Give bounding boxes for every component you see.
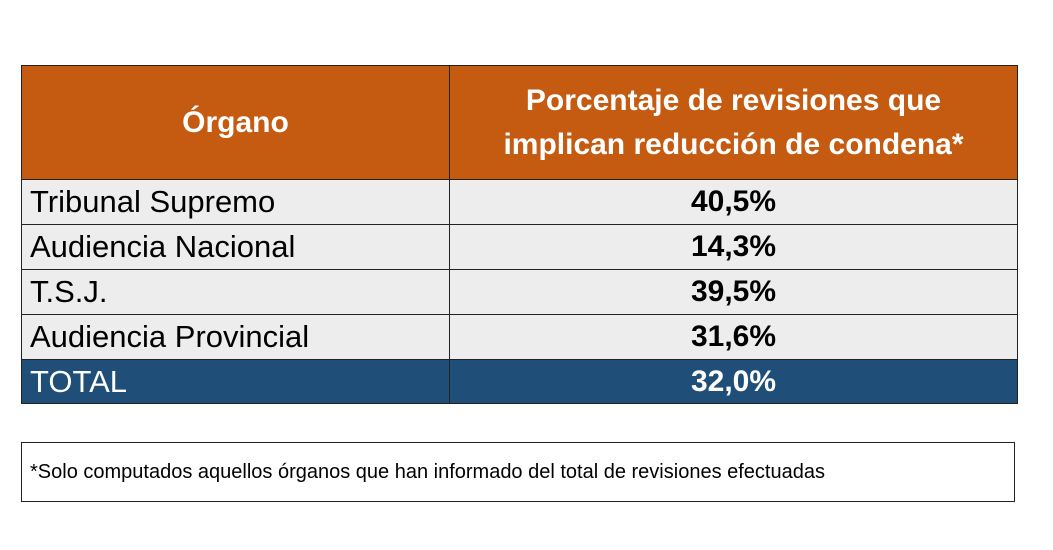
row-value: 39,5% <box>449 269 1018 315</box>
total-value: 32,0% <box>449 359 1018 404</box>
header-percentage-line1: Porcentaje de revisiones que <box>525 83 942 117</box>
footnote-text: *Solo computados aquellos órganos que ha… <box>30 460 825 483</box>
header-organo: Órgano <box>21 65 450 180</box>
row-value: 14,3% <box>449 224 1018 270</box>
header-percentage-line2: implican reducción de condena* <box>503 127 964 161</box>
table-row: T.S.J. 39,5% <box>21 269 1018 315</box>
table-row: Audiencia Provincial 31,6% <box>21 314 1018 360</box>
footnote: *Solo computados aquellos órganos que ha… <box>21 442 1015 502</box>
total-label: TOTAL <box>21 359 450 404</box>
total-row: TOTAL 32,0% <box>21 359 1018 404</box>
row-organo: Audiencia Provincial <box>21 314 450 360</box>
row-value: 31,6% <box>449 314 1018 360</box>
row-organo: Audiencia Nacional <box>21 224 450 270</box>
row-organo: T.S.J. <box>21 269 450 315</box>
table-header-row: Órgano Porcentaje de revisiones que impl… <box>21 65 1018 180</box>
table-row: Audiencia Nacional 14,3% <box>21 224 1018 270</box>
header-percentage: Porcentaje de revisiones que implican re… <box>449 65 1018 180</box>
row-organo: Tribunal Supremo <box>21 179 450 225</box>
row-value: 40,5% <box>449 179 1018 225</box>
revisions-table: Órgano Porcentaje de revisiones que impl… <box>21 65 1018 404</box>
table-row: Tribunal Supremo 40,5% <box>21 179 1018 225</box>
